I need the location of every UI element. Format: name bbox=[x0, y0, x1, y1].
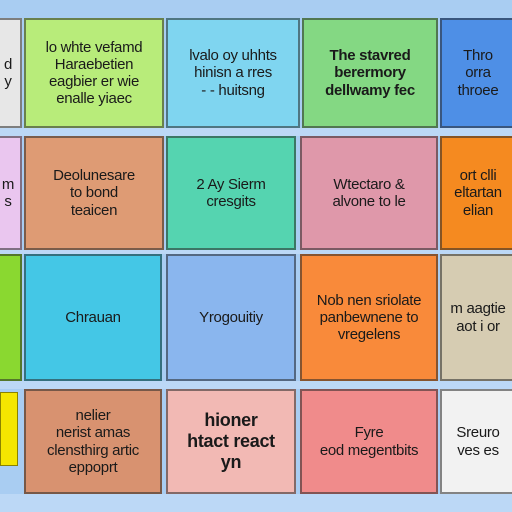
card-text-line: teaicen bbox=[70, 201, 118, 219]
row-divider bbox=[0, 128, 512, 136]
card-text-line: ves es bbox=[457, 441, 499, 459]
card-text-line: Yrogouitiy bbox=[199, 308, 263, 326]
card-text-line: s bbox=[4, 193, 12, 210]
card-text-line: Fyre bbox=[354, 424, 384, 442]
card-text-line: yn bbox=[220, 451, 242, 472]
card-r3c3[interactable]: Nob nen sriolate panbewnene to vregelens bbox=[300, 254, 438, 381]
card-text-line: y bbox=[4, 73, 12, 90]
card-r4c1[interactable]: nelier nerist amas clensthirg artic eppoprt bbox=[24, 389, 162, 494]
card-text-line: cresgits bbox=[206, 193, 256, 210]
card-text-line: panbewnene to bbox=[319, 308, 419, 326]
card-r1c3[interactable]: The stavred berermory dellwamy fec bbox=[302, 18, 438, 128]
card-text-line: clensthirg artic bbox=[47, 441, 139, 459]
card-text-line: eltartan bbox=[454, 184, 502, 202]
card-r3c4[interactable]: m aagtie aot i or bbox=[440, 254, 512, 381]
card-text-line: lvalo oy uhhts bbox=[189, 47, 277, 65]
card-text-line: to bond bbox=[70, 184, 118, 202]
row-divider bbox=[0, 494, 512, 512]
card-r4c4[interactable]: Sreuro ves es bbox=[440, 389, 512, 494]
card-text-line: vregelens bbox=[337, 326, 401, 344]
card-text-line: Chrauan bbox=[65, 308, 121, 326]
row-divider bbox=[0, 250, 512, 254]
card-r2c4[interactable]: ort clli eltartan elian bbox=[440, 136, 512, 250]
card-text-line: lo whte vefamd bbox=[45, 38, 143, 56]
card-text-line: Deolunesare bbox=[53, 167, 135, 185]
card-text-line: dellwamy fec bbox=[325, 81, 415, 99]
yellow-sticky-note[interactable] bbox=[0, 392, 18, 466]
card-text-line: Wtectaro & bbox=[333, 175, 405, 193]
card-r3c0[interactable] bbox=[0, 254, 22, 381]
card-r4c3[interactable]: Fyre eod megentbits bbox=[300, 389, 438, 494]
card-text-line: The stavred bbox=[329, 47, 411, 65]
card-r3c1[interactable]: Chrauan bbox=[24, 254, 162, 381]
card-text-line: m aagtie bbox=[450, 300, 506, 318]
card-text-line: hioner bbox=[204, 410, 258, 431]
row-divider bbox=[0, 381, 512, 389]
card-text-line: berermory bbox=[334, 64, 406, 82]
card-text-line: nelier bbox=[75, 407, 111, 424]
card-text-line: Nob nen sriolate bbox=[316, 291, 422, 309]
card-text-line: aot i or bbox=[456, 317, 500, 335]
card-text-line: Thro bbox=[463, 47, 493, 65]
card-text-line: nerist amas bbox=[55, 424, 131, 442]
card-text-line: 2 Ay Sierm bbox=[196, 175, 266, 193]
card-text-line: orra bbox=[465, 64, 491, 82]
card-r1c2[interactable]: lvalo oy uhhts hinisn a rres - - huitsng bbox=[166, 18, 300, 128]
card-text-line: eagbier er wie bbox=[48, 73, 140, 90]
card-text-line: Sreuro bbox=[456, 424, 500, 442]
card-r3c2[interactable]: Yrogouitiy bbox=[166, 254, 296, 381]
card-text-line: Haraebetien bbox=[54, 55, 134, 73]
card-text-line: hinisn a rres bbox=[194, 64, 272, 82]
card-text-line: elian bbox=[462, 201, 494, 219]
card-text-line: - - huitsng bbox=[201, 81, 265, 99]
card-text-line: htact react bbox=[187, 431, 275, 452]
card-text-line: eod megentbits bbox=[319, 441, 419, 459]
card-text-line: ort clli bbox=[459, 167, 497, 185]
card-r2c1[interactable]: Deolunesare to bond teaicen bbox=[24, 136, 164, 250]
card-r1c1[interactable]: lo whte vefamd Haraebetien eagbier er wie e… bbox=[24, 18, 164, 128]
card-text-line: m bbox=[1, 175, 15, 193]
card-r4c2[interactable]: hioner htact react yn bbox=[166, 389, 296, 494]
card-text-line: eppoprt bbox=[68, 458, 118, 476]
card-r2c3[interactable]: Wtectaro & alvone to le bbox=[300, 136, 438, 250]
card-text-line: alvone to le bbox=[332, 193, 406, 210]
card-r2c2[interactable]: 2 Ay Sierm cresgits bbox=[166, 136, 296, 250]
card-text-line: d bbox=[3, 55, 13, 73]
card-r1c4[interactable]: Thro orra throee bbox=[440, 18, 512, 128]
card-text-line: throee bbox=[457, 81, 499, 99]
card-text-line: enalle yiaec bbox=[56, 90, 132, 108]
